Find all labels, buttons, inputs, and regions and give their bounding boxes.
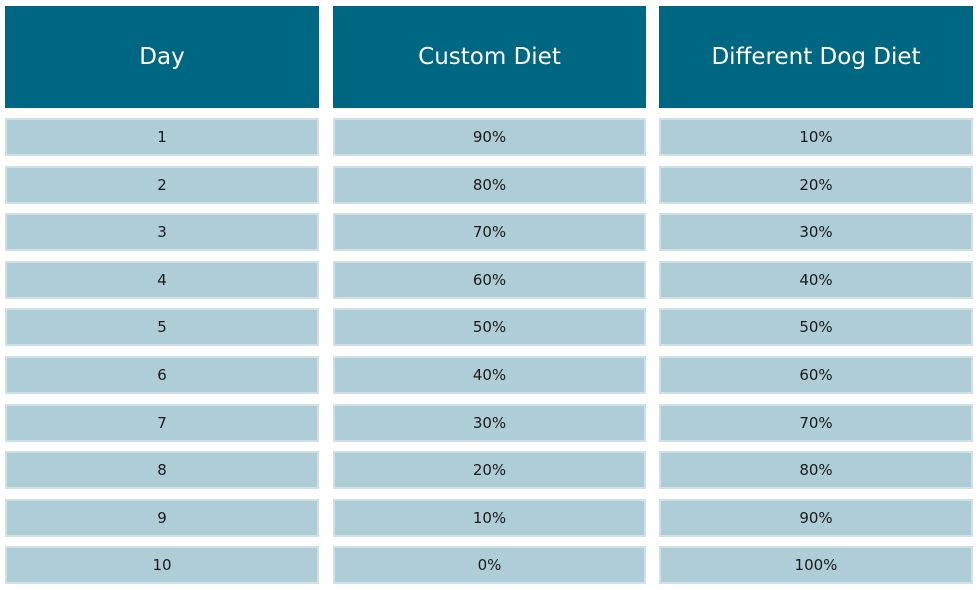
table-cell: 2 — [5, 165, 319, 204]
table-cell: 50% — [659, 308, 973, 347]
table-cell: 9 — [5, 498, 319, 537]
table-cell: 10% — [333, 498, 646, 537]
table-cell: 5 — [5, 308, 319, 347]
table-cell: 90% — [659, 498, 973, 537]
table-cell: 3 — [5, 213, 319, 252]
table-cell: 70% — [659, 403, 973, 442]
header-cell: Day — [5, 6, 319, 108]
header-cell: Custom Diet — [333, 6, 646, 108]
table-cell: 40% — [333, 356, 646, 394]
table-cell: 20% — [659, 165, 973, 204]
table-cell: 40% — [659, 260, 973, 299]
table-cell: 8 — [5, 451, 319, 490]
table-cell: 10% — [659, 118, 973, 156]
table-cell: 4 — [5, 260, 319, 299]
header-cell: Different Dog Diet — [659, 6, 973, 108]
table-cell: 20% — [333, 451, 646, 490]
table-cell: 80% — [659, 451, 973, 490]
table-cell: 60% — [659, 356, 973, 394]
table-cell: 1 — [5, 118, 319, 156]
table-cell: 30% — [659, 213, 973, 252]
table-cell: 7 — [5, 403, 319, 442]
table-cell: 80% — [333, 165, 646, 204]
table-cell: 30% — [333, 403, 646, 442]
table-cell: 100% — [659, 546, 973, 585]
table-cell: 50% — [333, 308, 646, 347]
table-cell: 0% — [333, 546, 646, 585]
table-cell: 70% — [333, 213, 646, 252]
table-cell: 6 — [5, 356, 319, 394]
table-cell: 90% — [333, 118, 646, 156]
table-cell: 60% — [333, 260, 646, 299]
table-cell: 10 — [5, 546, 319, 585]
